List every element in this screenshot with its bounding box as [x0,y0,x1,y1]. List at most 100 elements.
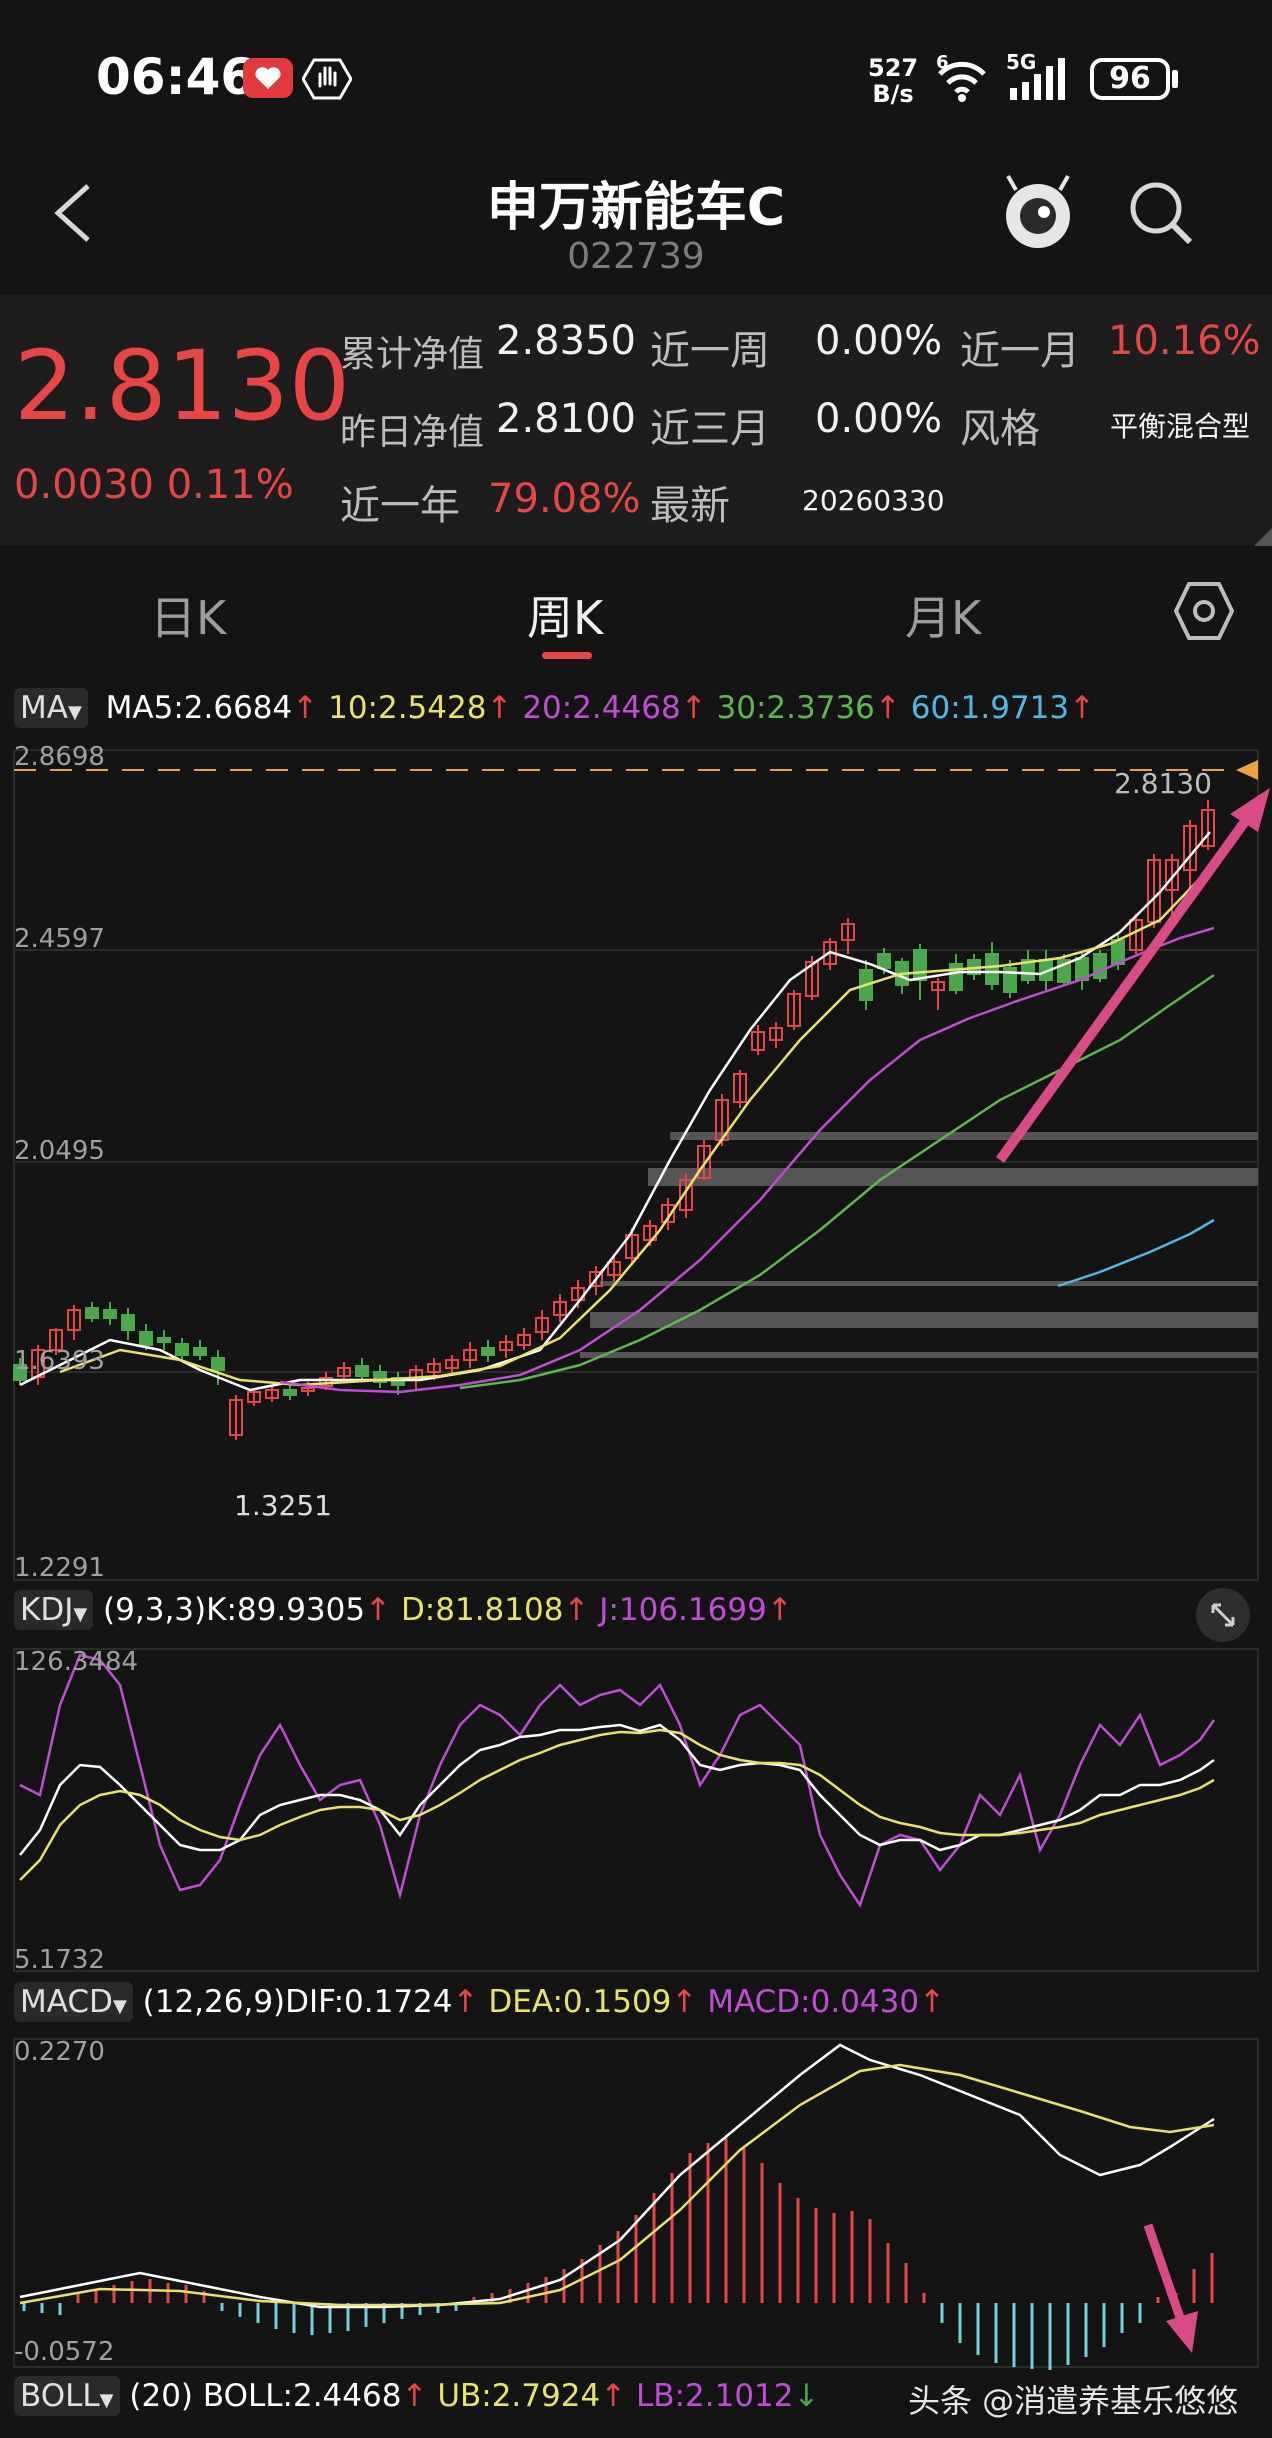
macd-chart[interactable]: 0.2270 -0.0572 [0,2035,1272,2371]
axis-label-4: 1.6393 [14,1346,105,1376]
kdj-svg [13,1648,1259,1972]
period-tabs [0,548,1272,668]
ma30-arrow: ↑ [874,690,901,726]
ma-legend: MA▼ MA5:2.6684↑ 10:2.5428↑ 20:2.4468↑ 30… [14,688,1096,728]
axis-label-bottom: 1.2291 [14,1553,105,1583]
macd-svg [13,2038,1259,2371]
prev-nav-value: 2.8100 [496,396,636,442]
back-icon[interactable] [42,178,102,248]
dropdown-icon: ▼ [99,2390,114,2411]
candle-body [841,923,855,941]
settings-hexagon-icon[interactable] [1173,578,1235,644]
candle-body [751,1031,765,1051]
macd-arrow-head [1166,2311,1198,2353]
kdj-params: (9,3,3) [103,1592,207,1628]
tab-week[interactable]: 周K [527,591,604,645]
macd-dea: DEA:0.1509 [488,1984,672,2020]
change-value: 0.0030 [14,462,154,508]
candle-body [175,1343,189,1356]
boll-ub: UB:2.7924 [437,2378,601,2414]
candle-body [265,1389,279,1399]
status-time: 06:46 [96,48,256,106]
candle-body [337,1367,351,1377]
watermark: 头条 @消遣养基乐悠悠 [908,2382,1239,2420]
kdj-d-line [19,1728,1215,1881]
kdj-selector[interactable]: KDJ▼ [14,1590,94,1630]
three-month-label: 近三月 [650,406,770,452]
tab-day[interactable]: 日K [150,591,227,645]
support-zones [580,1132,1258,1358]
macd-dea-arrow: ↑ [671,1984,698,2020]
macd-lines [19,2043,1215,2309]
ma60-value: 60:1.9713 [910,690,1070,726]
net-speed: 527 B/s [868,55,918,107]
kdj-legend: KDJ▼ (9,3,3)K:89.9305↑ D:81.8108↑ J:106.… [14,1590,793,1630]
macd-selector-label: MACD [20,1984,113,2020]
boll-ub-arrow: ↑ [600,2378,627,2414]
macd-params: (12,26,9) [142,1984,286,2020]
corner-fold-icon [1254,528,1272,546]
candle-body [1165,859,1179,891]
cum-nav-value: 2.8350 [496,318,636,364]
candle-body [103,1309,117,1319]
three-month-value: 0.00% [815,396,943,442]
tab-month[interactable]: 月K [905,591,982,645]
trend-arrow-shaft [995,795,1267,1163]
ma60-arrow: ↑ [1069,690,1096,726]
dropdown-icon: ▼ [67,702,82,723]
kdj-axis-top: 126.3484 [14,1647,139,1677]
kdj-selector-label: KDJ [20,1592,74,1628]
kline-chart[interactable]: 1.3251 2.8130 2.8698 2.4597 2.0495 1.639… [0,740,1272,1585]
candle-body [211,1357,225,1371]
macd-hist-arrow: ↑ [919,1984,946,2020]
ma20-value: 20:2.4468 [522,690,681,726]
candle-body [445,1359,459,1369]
kdj-chart[interactable]: 126.3484 5.1732 [0,1645,1272,1975]
current-price: 2.8130 [14,330,350,442]
kdj-axis-bottom: 5.1732 [14,1945,105,1975]
notification-app-icon [243,58,293,98]
candle-body [949,963,963,991]
candle-body [733,1073,747,1103]
candle-body [139,1331,153,1346]
price-change: 0.0030 0.11% [14,462,294,508]
expand-icon[interactable] [1196,1588,1250,1642]
low-price-label: 1.3251 [234,1489,332,1522]
candle-body [1021,959,1035,981]
net-speed-value: 527 [868,54,919,82]
style-label: 风格 [960,406,1040,452]
boll-selector[interactable]: BOLL▼ [14,2376,120,2416]
axis-label-top: 2.8698 [14,742,105,772]
ma10-arrow: ↑ [486,690,513,726]
month-value: 10.16% [1108,318,1261,364]
candles [13,800,1215,1440]
candle-body [913,949,927,981]
ma60-line [1057,1218,1215,1288]
ma20-arrow: ↑ [680,690,707,726]
robot-mascot-icon[interactable] [1000,172,1076,252]
search-icon[interactable] [1126,178,1196,248]
candle-body [697,1145,711,1179]
macd-selector[interactable]: MACD▼ [14,1982,133,2022]
boll-lb-arrow: ↓ [793,2378,820,2414]
ma5-line [19,831,1211,1392]
macd-dif: DIF:0.1724 [285,1984,453,2020]
boll-legend: BOLL▼ (20) BOLL:2.4468↑ UB:2.7924↑ LB:2.… [14,2376,820,2416]
candle-body [625,1234,639,1259]
style-value: 平衡混合型 [1110,410,1251,443]
dropdown-icon: ▼ [112,1996,127,2017]
candle-body [805,961,819,997]
net-speed-unit: B/s [872,80,914,108]
ma5-arrow: ↑ [292,690,319,726]
ma30-line [459,973,1215,1390]
candle-body [13,1364,27,1381]
candle-body [1201,809,1215,847]
cell-signal-icon: 5G [1006,50,1070,108]
candle-body [355,1365,369,1377]
macd-dif-arrow: ↑ [452,1984,479,2020]
ma-selector[interactable]: MA▼ [14,688,88,728]
macd-dif-line [19,2043,1215,2309]
candle-body [877,953,891,969]
candle-body [67,1309,81,1331]
boll-lb: LB:2.1012 [636,2378,794,2414]
